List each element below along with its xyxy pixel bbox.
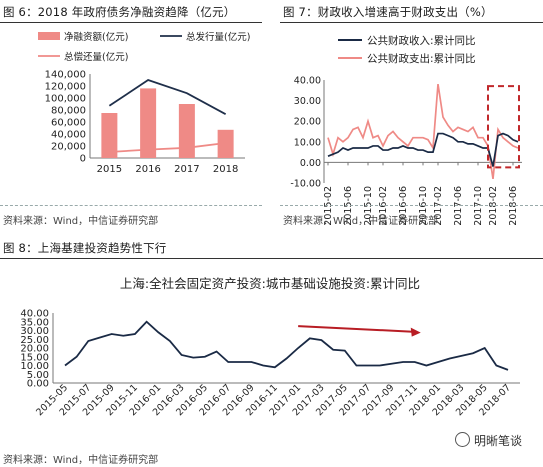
fig6-y-tick-label: 20,000 [51,142,86,153]
fig6-x-tick-label: 2017 [174,164,199,175]
fig6-bar [140,88,157,158]
fig6-title: 图 6：2018 年政府债务净融资趋降（亿元） [3,5,236,19]
watermark: 明晰笔谈 [455,432,522,449]
fig7-y-tick-label: 30.00 [294,96,321,107]
fig7-y-tick-label: -10.00 [290,179,321,190]
fig8-y-tick-label: 0.00 [27,379,49,390]
fig8-line [64,320,509,371]
fig6-y-tick-label: 80,000 [51,106,86,117]
fig8-trend-arrow [298,325,413,333]
fig6-title-rule [0,22,262,23]
fig7-y-tick-label: 40.00 [294,76,321,87]
fig8-y-tick-label: 15.00 [20,352,49,363]
fig7-legend-label: 公共财政支出:累计同比 [367,52,476,65]
fig6-bar [178,104,195,158]
fig8-y-tick-label: 10.00 [20,361,49,372]
fig6-x-tick-label: 2018 [213,164,238,175]
fig6-source-rule [0,205,262,206]
fig8-y-tick-label: 35.00 [20,317,49,328]
fig6-line-repayment [109,142,226,153]
fig7-y-tick-label: 10.00 [294,137,321,148]
fig7-title: 图 7：财政收入增速高于财政支出（%） [283,5,493,19]
fig6-y-tick-label: 60,000 [51,118,86,129]
fig6-legend-label: 总发行量(亿元) [186,31,250,43]
fig8-chart-title: 上海:全社会固定资产投资:城市基础设施投资:累计同比 [120,276,420,291]
fig8-y-tick-label: 20.00 [20,344,49,355]
fig8-y-tick-label: 25.00 [20,335,49,346]
fig8-title-rule [0,258,543,259]
fig8-y-tick-label: 40.00 [20,309,49,320]
fig6-y-tick-label: 0 [80,154,86,165]
fig7-line-revenue [327,132,519,167]
fig6-legend-label: 净融资额(亿元) [64,31,128,43]
fig6-source: 资料来源：Wind，中信证券研究部 [3,216,159,227]
fig6-x-tick-label: 2015 [97,164,122,175]
fig6-line-issuance [108,79,227,115]
fig7-line-expenditure [327,83,519,180]
fig8-y-tick-label: 30.00 [20,326,49,337]
fig8-y-tick-label: 5.00 [27,370,49,381]
fig6-legend-label: 总偿还量(亿元) [64,51,128,63]
fig7-y-tick-label: 0.00 [300,158,321,169]
fig8-trend-arrowhead [410,327,421,337]
fig6-legend-swatch [38,32,60,40]
fig7-source-rule [280,205,543,206]
fig7-title-rule [280,22,543,23]
fig7-highlight-box [487,85,520,169]
fig6-y-tick-label: 140,000 [45,70,86,81]
fig6-y-tick-label: 40,000 [51,130,86,141]
fig7-legend-label: 公共财政收入:累计同比 [367,34,476,47]
fig6-y-tick-label: 120,000 [45,82,86,93]
watermark-text: 明晰笔谈 [474,434,523,448]
fig8-source: 资料来源：Wind，中信证券研究部 [3,455,159,466]
fig7-y-tick-label: 20.00 [294,117,321,128]
fig7-source: 资料来源：Wind，中信证券研究部 [283,216,439,227]
fig6-x-tick-label: 2016 [135,164,160,175]
fig8-title: 图 8：上海基建投资趋势性下行 [3,241,167,255]
wechat-icon [455,432,470,447]
fig6-bar [101,113,118,158]
fig6-y-tick-label: 100,000 [45,94,86,105]
